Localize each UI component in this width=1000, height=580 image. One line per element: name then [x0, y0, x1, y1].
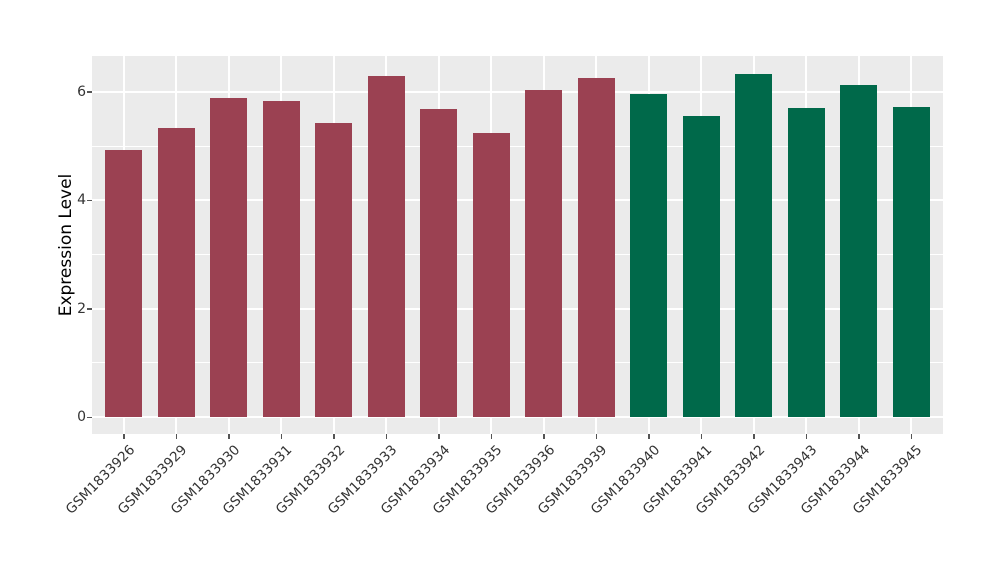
x-tick-label: GSM1833931	[220, 442, 296, 518]
x-tick-mark	[385, 434, 388, 439]
y-tick-mark	[87, 199, 92, 202]
bar	[262, 100, 300, 417]
bar	[892, 107, 930, 417]
x-tick-label: GSM1833926	[62, 442, 139, 518]
y-tick-label: 0	[77, 409, 86, 425]
y-tick-mark	[87, 416, 92, 418]
x-tick-label: GSM1833936	[482, 442, 559, 518]
bar	[787, 107, 825, 417]
x-tick-mark	[595, 434, 598, 439]
x-tick-mark	[700, 434, 703, 439]
x-tick-mark	[753, 434, 755, 439]
bar	[735, 74, 773, 417]
x-tick-label: GSM1833935	[430, 442, 506, 518]
bar	[472, 133, 510, 417]
x-tick-mark	[858, 434, 860, 439]
y-tick-label: 6	[77, 83, 86, 100]
gridline-minor-h	[92, 253, 943, 255]
x-tick-label: GSM1833939	[535, 442, 611, 518]
x-tick-label: GSM1833944	[797, 442, 874, 518]
x-tick-label: GSM1833929	[115, 442, 191, 518]
gridline-minor-h	[92, 362, 943, 364]
bar	[420, 108, 458, 417]
x-tick-mark	[805, 434, 808, 439]
x-tick-label: GSM1833942	[692, 442, 769, 518]
bar	[577, 78, 615, 417]
x-tick-mark	[543, 434, 545, 439]
gridline-major-h	[92, 90, 943, 93]
x-tick-mark	[123, 434, 125, 439]
y-tick-mark	[87, 91, 92, 93]
x-tick-label: GSM1833932	[272, 442, 349, 518]
x-tick-label: GSM1833940	[587, 442, 664, 518]
x-tick-label: GSM1833934	[377, 442, 454, 518]
x-tick-mark	[280, 434, 283, 439]
bar	[367, 75, 405, 417]
gridline-major-h	[92, 416, 943, 418]
bar	[525, 89, 563, 417]
x-tick-label: GSM1833933	[325, 442, 401, 518]
x-tick-mark	[648, 434, 650, 439]
plot-panel	[92, 56, 943, 434]
bar	[157, 128, 195, 417]
x-tick-mark	[228, 434, 230, 439]
x-tick-mark	[910, 434, 913, 439]
gridline-major-h	[92, 199, 943, 202]
x-tick-label: GSM1833943	[745, 442, 821, 518]
gridline-major-h	[92, 307, 943, 310]
x-tick-label: GSM1833945	[850, 442, 926, 518]
bar	[630, 94, 668, 417]
x-tick-label: GSM1833941	[640, 442, 716, 518]
y-tick-label: 2	[77, 300, 86, 317]
bar	[315, 123, 353, 417]
y-tick-mark	[87, 308, 92, 310]
bar	[840, 84, 878, 417]
x-tick-label: GSM1833930	[167, 442, 244, 518]
x-tick-mark	[438, 434, 440, 439]
bar	[105, 149, 143, 417]
gridline-minor-h	[92, 145, 943, 147]
x-tick-mark	[175, 434, 178, 439]
y-tick-label: 4	[77, 192, 86, 209]
bar	[682, 115, 720, 417]
x-tick-mark	[333, 434, 335, 439]
bar	[210, 97, 248, 417]
x-tick-mark	[490, 434, 493, 439]
